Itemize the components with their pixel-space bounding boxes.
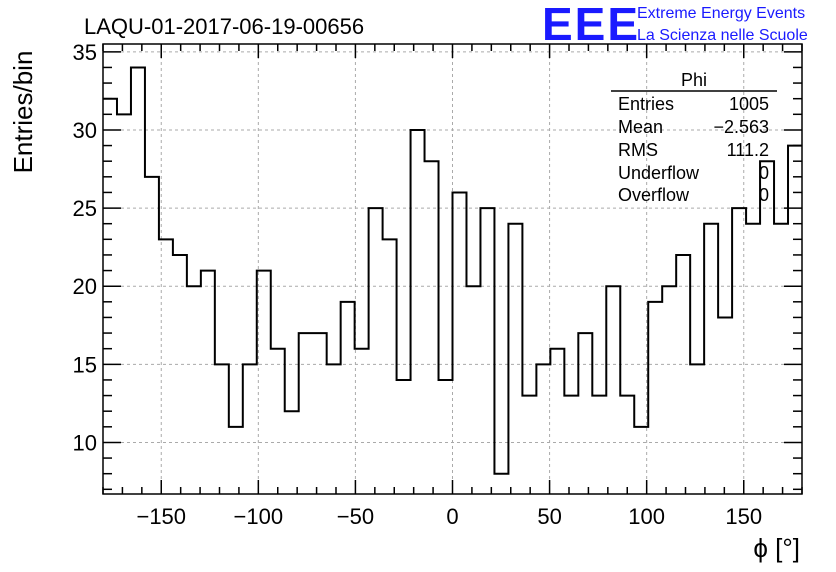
stats-mean-value: −2.563: [713, 117, 769, 137]
y-tick-label: 30: [73, 118, 97, 143]
run-title: LAQU-01-2017-06-19-00656: [84, 14, 364, 39]
x-tick-label: 0: [446, 504, 458, 529]
stats-overflow-value: 0: [759, 185, 769, 205]
x-tick-label: 100: [628, 504, 665, 529]
x-tick-label: 50: [537, 504, 561, 529]
tick-labels: −150 −100 −50 0 50 100 150 10 15 20 25 30 35: [73, 40, 763, 529]
x-tick-label: 150: [725, 504, 762, 529]
y-tick-label: 15: [73, 352, 97, 377]
x-axis-title: ϕ [°]: [753, 533, 800, 563]
stats-rms-label: RMS: [618, 140, 658, 160]
stats-box-name: Phi: [681, 70, 707, 90]
stats-mean-label: Mean: [618, 117, 663, 137]
stats-entries-label: Entries: [618, 94, 674, 114]
y-tick-label: 20: [73, 274, 97, 299]
axis-ticks: [102, 44, 803, 494]
y-tick-label: 35: [73, 40, 97, 65]
stats-entries-value: 1005: [729, 94, 769, 114]
y-tick-label: 25: [73, 196, 97, 221]
x-tick-label: −50: [337, 504, 374, 529]
logo-line-2: La Scienza nelle Scuole: [637, 27, 808, 44]
eee-logo: EEE Extreme Energy Events La Scienza nel…: [542, 0, 808, 50]
stats-rms-value: 111.2: [727, 140, 769, 160]
x-tick-label: −100: [234, 504, 284, 529]
logo-mark: EEE: [542, 0, 640, 50]
logo-line-1: Extreme Energy Events: [637, 5, 805, 22]
x-tick-label: −150: [136, 504, 186, 529]
stats-overflow-label: Overflow: [618, 185, 690, 205]
stats-underflow-value: 0: [759, 163, 769, 183]
stats-box: Phi Entries 1005 Mean −2.563 RMS 111.2 U…: [611, 70, 777, 205]
y-tick-label: 10: [73, 430, 97, 455]
histogram-steps: [103, 66, 802, 475]
y-axis-title: Entries/bin: [8, 51, 38, 174]
stats-underflow-label: Underflow: [618, 163, 700, 183]
